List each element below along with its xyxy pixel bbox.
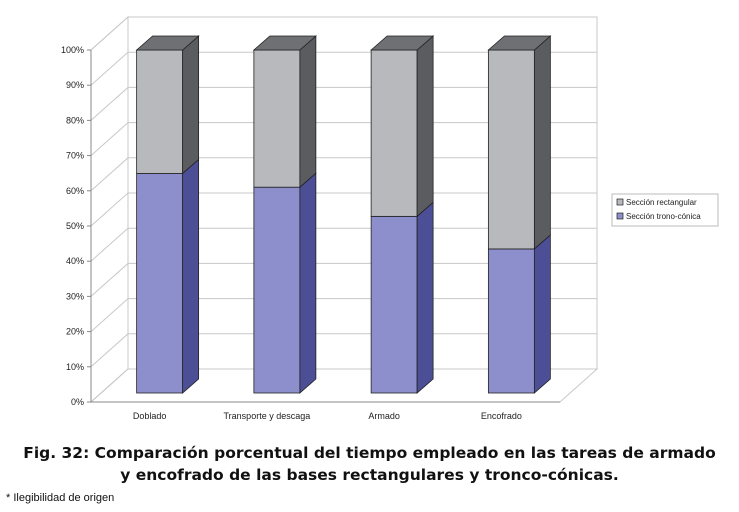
legend-box	[611, 193, 719, 227]
bar-segment-side	[533, 35, 551, 250]
bar-stack	[135, 35, 200, 394]
y-tick-label: 70%	[66, 151, 84, 161]
y-tick-label: 0%	[71, 397, 84, 407]
gridline	[90, 16, 597, 51]
gridline	[90, 192, 597, 227]
gridlines	[90, 16, 597, 403]
bar-segment-side	[533, 234, 551, 394]
bar-top	[487, 35, 552, 51]
bar-top	[370, 35, 435, 51]
gridline	[90, 86, 597, 121]
y-tick-label: 60%	[66, 186, 84, 196]
bar-stack	[370, 35, 435, 394]
bar-segment-front	[136, 49, 184, 174]
caption-line-1: Fig. 32: Comparación porcentual del tiem…	[23, 444, 716, 462]
bar-segment-front	[487, 49, 535, 250]
gridline	[90, 368, 597, 403]
y-tick-label: 20%	[66, 327, 84, 337]
bar-stack	[252, 35, 317, 394]
gridline	[90, 157, 597, 192]
bar-segment-side	[182, 158, 200, 394]
legend-swatch	[616, 212, 624, 220]
bar-segment-side	[416, 35, 434, 218]
bar-segment-front	[253, 186, 301, 394]
caption-line-2: y encofrado de las bases rectangulares y…	[120, 466, 619, 484]
legend: Sección rectangular Sección trono-cónica	[611, 193, 719, 227]
y-tick-label: 50%	[66, 221, 84, 231]
bar-top	[252, 35, 317, 51]
x-tick-label: Transporte y descaga	[224, 411, 311, 421]
x-tick-label: Armado	[368, 411, 400, 421]
bar-top	[135, 35, 200, 51]
y-tick-label: 80%	[66, 115, 84, 125]
gridline	[90, 51, 597, 86]
y-tick-label: 100%	[61, 45, 84, 55]
y-axis: 0% 10% 20% 30% 40% 50% 60% 70% 80% 90% 100%	[61, 45, 92, 407]
y-tick-label: 10%	[66, 362, 84, 372]
bar-segment-front	[136, 173, 184, 394]
y-tick-label: 30%	[66, 291, 84, 301]
gridline	[90, 333, 597, 368]
gridline	[90, 227, 597, 262]
bar-segment-side	[299, 172, 317, 394]
y-tick-label: 90%	[66, 80, 84, 90]
x-tick-label: Encofrado	[481, 411, 522, 421]
legend-label: Sección trono-cónica	[626, 212, 701, 221]
bar-segment-side	[182, 35, 200, 175]
bar-segment-front	[487, 248, 535, 394]
bar-segment-side	[299, 35, 317, 189]
stacked-bar-chart: 0% 10% 20% 30% 40% 50% 60% 70% 80% 90% 100% Doblad…	[61, 15, 719, 421]
bar-segment-front	[370, 49, 418, 217]
legend-label: Sección rectangular	[626, 198, 697, 207]
gridline	[90, 298, 597, 332]
bar-stack	[487, 35, 552, 394]
footnote: * Ilegibilidad de origen	[6, 492, 115, 504]
x-axis: Doblado Transporte y descaga Armado Encofra…	[91, 401, 560, 421]
gridline	[90, 122, 597, 156]
legend-swatch	[616, 198, 624, 206]
x-tick-label: Doblado	[133, 411, 167, 421]
bar-segment-front	[253, 49, 301, 188]
y-tick-label: 40%	[66, 256, 84, 266]
gridline	[90, 262, 597, 297]
bar-segment-front	[370, 215, 418, 394]
bar-segment-side	[416, 201, 434, 394]
figure-caption: Fig. 32: Comparación porcentual del tiem…	[0, 442, 739, 486]
bars	[135, 35, 552, 394]
